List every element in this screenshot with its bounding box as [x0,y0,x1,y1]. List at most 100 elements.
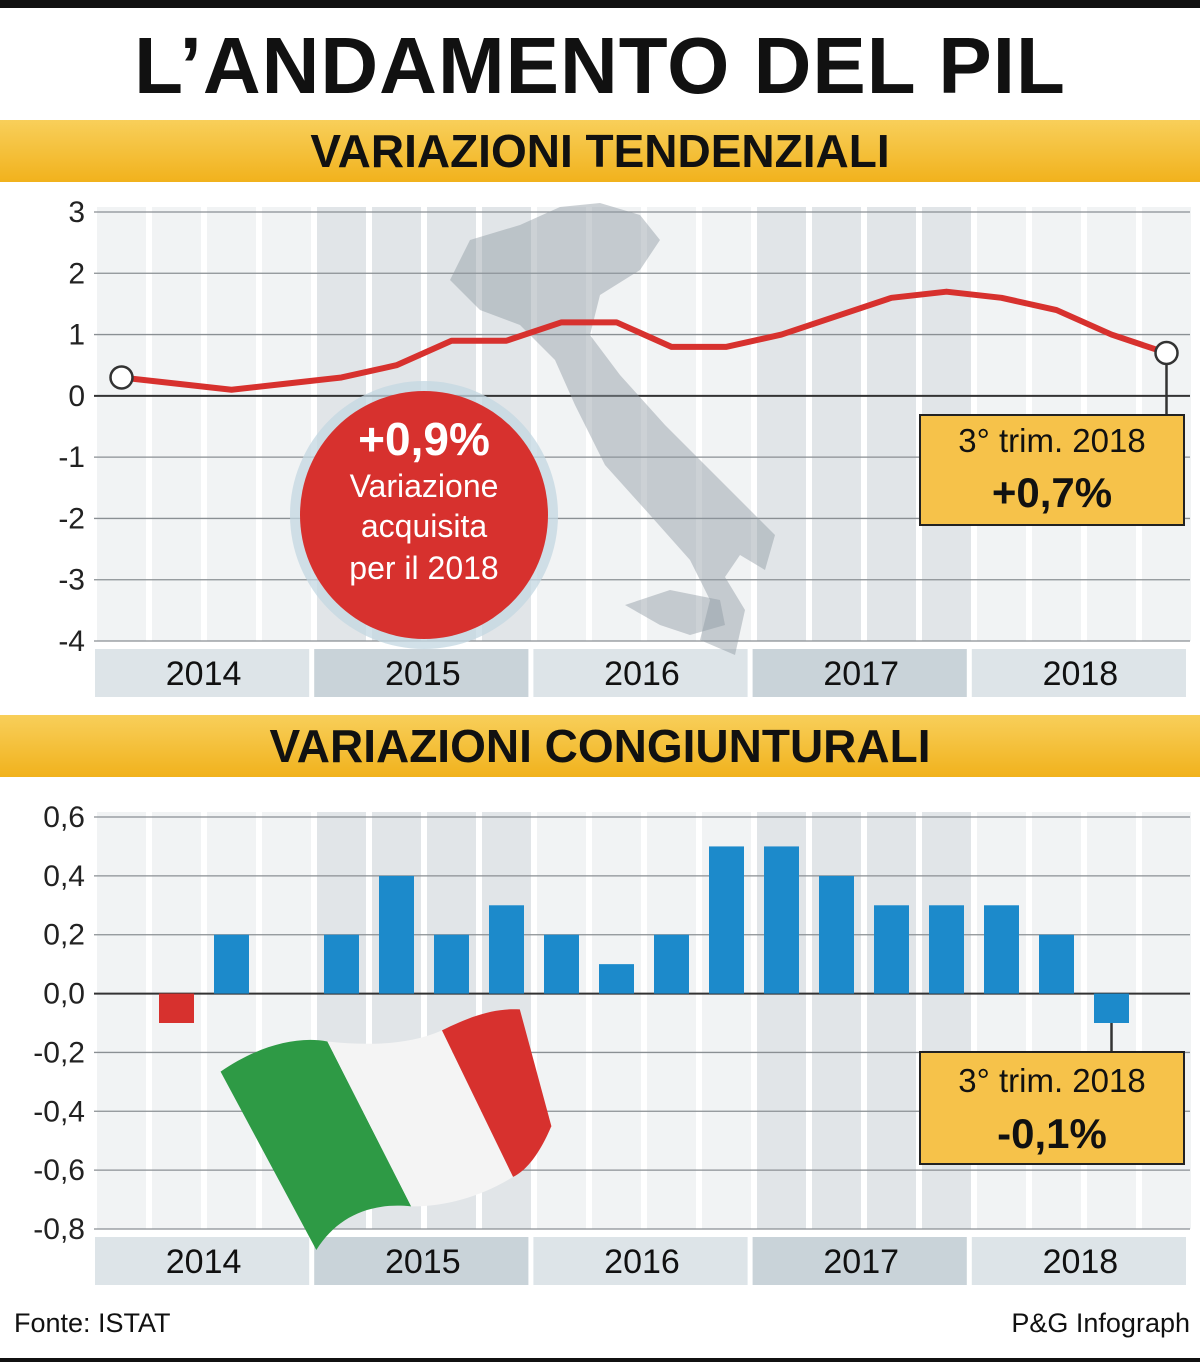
callout-value: +0,7% [992,469,1112,516]
y-tick-label: 0,4 [43,860,85,893]
bar [929,905,964,994]
bubble-value: +0,9% [358,413,490,465]
quarter-column [1032,812,1081,1229]
bar [764,846,799,994]
y-tick-label: 0,2 [43,919,85,952]
quarter-column [647,812,696,1229]
year-box [314,649,529,697]
title-congiunturali: VARIAZIONI CONGIUNTURALI [269,720,931,772]
callout-box [919,1051,1185,1165]
y-tick-label: 0,6 [43,801,85,834]
credit-note: P&G Infograph [1011,1308,1190,1338]
bar [819,875,854,994]
y-tick-label: -0,6 [33,1154,85,1187]
quarter-column [812,207,861,641]
bar [324,934,359,994]
bar [489,905,524,994]
x-tick-label: 2014 [166,1243,242,1281]
year-box [752,1237,967,1285]
year-box [314,1237,529,1285]
quarter-column [592,207,641,641]
series-line [118,288,1170,393]
chart-congiunturali: 0,6 0,4 0,2 0,0 -0,2 -0,4 -0,6 -0,8 2014 2015 2016… [33,801,1191,1285]
bar [599,964,634,994]
y-tick-label: -0,2 [33,1036,85,1069]
x-tick-label: 2016 [604,655,680,693]
callout-label: 3° trim. 2018 [958,422,1145,459]
source-note: Fonte: ISTAT [14,1308,171,1338]
year-box [95,1237,310,1285]
y-tick-label: 0,0 [43,978,85,1011]
bar [709,846,744,994]
bar [874,905,909,994]
callout-box [919,414,1185,526]
quarter-column [702,207,751,641]
quarter-column [812,812,861,1229]
quarter-column [152,207,201,641]
bar [434,934,469,994]
chart-tendenziali: 3 2 1 0 -1 -2 -3 -4 2014 2015 2016 2017 2018 3° trim.… [58,196,1191,697]
y-tick-label: 3 [68,196,85,229]
band-congiunturali [0,715,1200,777]
band-tendenziali [0,120,1200,182]
start-marker [109,365,134,390]
flag-white [327,1030,514,1207]
y-tick-label: 2 [68,257,85,290]
bar [1094,993,1129,1023]
bar [159,993,194,1023]
x-tick-label: 2017 [823,1243,899,1281]
flag-red [441,1009,552,1177]
y-tick-label: -4 [58,625,85,658]
x-tick-label: 2018 [1043,1243,1119,1281]
year-box [533,1237,748,1285]
flag-green [220,1039,412,1251]
year-box [971,1237,1186,1285]
quarter-column [1142,812,1191,1229]
y-tick-label: -1 [58,441,85,474]
bar [1039,934,1074,994]
year-box [752,649,967,697]
x-tick-label: 2017 [823,655,899,693]
quarter-column [207,812,256,1229]
year-box [971,649,1186,697]
callout-value: -0,1% [997,1110,1107,1157]
y-tick-label: -0,8 [33,1213,85,1246]
y-tick-label: -2 [58,502,85,535]
italy-map-decoration [450,203,775,655]
quarter-column [867,207,916,641]
y-tick-label: -0,4 [33,1095,85,1128]
quarter-column [537,812,586,1229]
y-tick-label: 1 [68,319,85,352]
italy-flag-decoration [220,1009,552,1251]
quarter-column [97,207,146,641]
y-tick-label: -3 [58,564,85,597]
end-marker [1154,340,1179,366]
quarter-column [977,812,1026,1229]
bottom-rule [0,1358,1200,1362]
bar [214,934,249,994]
bar [984,905,1019,994]
y-tick-label: 0 [68,380,85,413]
bubble-text-1: Variazione [350,468,499,504]
bar [544,934,579,994]
quarter-column [262,207,311,641]
title-tendenziali: VARIAZIONI TENDENZIALI [310,125,890,177]
bar [654,934,689,994]
quarter-column [647,207,696,641]
top-rule [0,0,1200,8]
quarter-column [922,812,971,1229]
x-tick-label: 2016 [604,1243,680,1281]
bubble [300,391,548,639]
bar [379,875,414,994]
quarter-column [592,812,641,1229]
x-tick-label: 2014 [166,655,242,693]
year-box [533,649,748,697]
year-box [95,649,310,697]
quarter-column [207,207,256,641]
bubble-text-2: acquisita [361,508,488,544]
x-tick-label: 2015 [385,655,461,693]
quarter-column [757,207,806,641]
callout-label: 3° trim. 2018 [958,1062,1145,1099]
main-title: L’ANDAMENTO DEL PIL [134,21,1066,110]
quarter-column [97,812,146,1229]
